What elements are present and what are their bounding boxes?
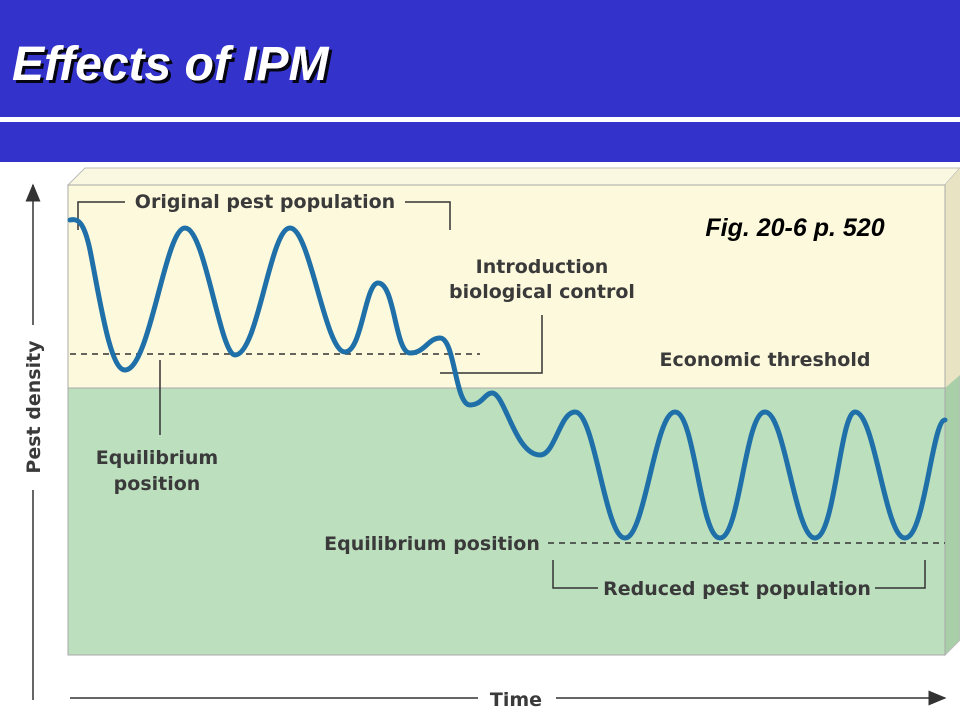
- label: Reduced pest population: [603, 578, 871, 600]
- x-axis-label: Time: [490, 689, 542, 711]
- label-line: Introduction: [476, 256, 609, 278]
- header-band: [0, 0, 960, 165]
- label-line: biological control: [449, 281, 635, 303]
- label-line: Equilibrium: [96, 447, 218, 469]
- header-rule: [0, 117, 960, 122]
- bracket: [405, 201, 451, 230]
- pointer: [440, 315, 543, 374]
- label: Original pest population: [135, 191, 395, 213]
- box-top: [66, 167, 960, 186]
- bracket: [552, 560, 598, 589]
- lower-zone: [67, 387, 946, 656]
- figure-reference: Fig. 20-6 p. 520: [705, 214, 884, 242]
- bracket: [875, 560, 926, 589]
- header-rule: [0, 162, 960, 165]
- y-axis-label: Pest density: [23, 340, 45, 474]
- label: Introduction biological control: [449, 256, 635, 303]
- slide-title: Effects of IPM: [12, 38, 330, 91]
- label: Equilibrium position: [324, 533, 540, 555]
- population-curve: [67, 217, 948, 541]
- label: Economic threshold: [660, 349, 871, 371]
- label-line: position: [114, 473, 201, 495]
- box-side-upper: [945, 168, 960, 388]
- label: Equilibrium position: [96, 447, 218, 495]
